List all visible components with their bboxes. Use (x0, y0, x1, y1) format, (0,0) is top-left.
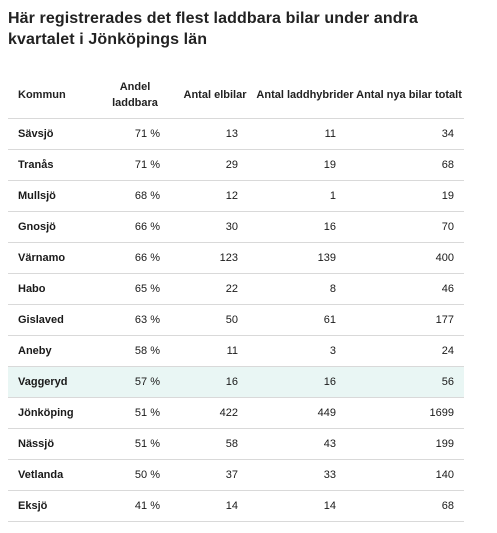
cell-laddhybrider: 449 (256, 397, 354, 429)
cell-totalt: 1699 (354, 397, 464, 429)
cell-elbilar: 422 (174, 397, 256, 429)
table-row: Nässjö 51 % 58 43 199 (8, 428, 464, 460)
header-row: Kommun Andel laddbara Antal elbilar Anta… (8, 75, 464, 119)
cell-totalt: 56 (354, 366, 464, 398)
cell-elbilar: 12 (174, 180, 256, 212)
cell-kommun: Aneby (8, 335, 96, 367)
cell-totalt: 400 (354, 242, 464, 274)
table-row: Sävsjö 71 % 13 11 34 (8, 118, 464, 150)
table-row: Gislaved 63 % 50 61 177 (8, 304, 464, 336)
cell-laddhybrider: 14 (256, 490, 354, 522)
cell-elbilar: 11 (174, 335, 256, 367)
cell-kommun: Eksjö (8, 490, 96, 522)
table-row: Habo 65 % 22 8 46 (8, 273, 464, 305)
cell-andel: 57 % (96, 366, 174, 398)
cell-kommun: Mullsjö (8, 180, 96, 212)
cell-laddhybrider: 61 (256, 304, 354, 336)
cell-elbilar: 16 (174, 366, 256, 398)
cell-andel: 65 % (96, 273, 174, 305)
cell-andel: 50 % (96, 459, 174, 491)
cell-laddhybrider: 19 (256, 149, 354, 181)
table-header: Kommun Andel laddbara Antal elbilar Anta… (8, 75, 464, 119)
column-header-totalt: Antal nya bilar totalt (354, 75, 464, 119)
table-row: Tranås 71 % 29 19 68 (8, 149, 464, 181)
cell-totalt: 34 (354, 118, 464, 150)
cell-kommun: Habo (8, 273, 96, 305)
cell-laddhybrider: 16 (256, 366, 354, 398)
cell-totalt: 24 (354, 335, 464, 367)
cell-andel: 71 % (96, 149, 174, 181)
column-header-andel: Andel laddbara (96, 75, 174, 119)
cell-kommun: Sävsjö (8, 118, 96, 150)
cell-andel: 66 % (96, 211, 174, 243)
cell-andel: 51 % (96, 397, 174, 429)
table-body: Sävsjö 71 % 13 11 34 Tranås 71 % 29 19 6… (8, 118, 464, 522)
cell-laddhybrider: 16 (256, 211, 354, 243)
cell-laddhybrider: 139 (256, 242, 354, 274)
cell-laddhybrider: 3 (256, 335, 354, 367)
cell-elbilar: 29 (174, 149, 256, 181)
cell-andel: 66 % (96, 242, 174, 274)
cell-kommun: Tranås (8, 149, 96, 181)
data-table: Kommun Andel laddbara Antal elbilar Anta… (8, 75, 464, 522)
cell-elbilar: 13 (174, 118, 256, 150)
cell-andel: 41 % (96, 490, 174, 522)
cell-elbilar: 123 (174, 242, 256, 274)
cell-totalt: 199 (354, 428, 464, 460)
cell-laddhybrider: 8 (256, 273, 354, 305)
page-title: Här registrerades det flest laddbara bil… (8, 10, 418, 48)
column-header-kommun: Kommun (8, 75, 96, 119)
page: Här registrerades det flest laddbara bil… (8, 10, 464, 522)
cell-elbilar: 58 (174, 428, 256, 460)
cell-totalt: 68 (354, 149, 464, 181)
cell-kommun: Gnosjö (8, 211, 96, 243)
cell-elbilar: 30 (174, 211, 256, 243)
cell-totalt: 68 (354, 490, 464, 522)
cell-elbilar: 14 (174, 490, 256, 522)
cell-elbilar: 22 (174, 273, 256, 305)
cell-totalt: 177 (354, 304, 464, 336)
cell-andel: 63 % (96, 304, 174, 336)
column-header-elbilar: Antal elbilar (174, 75, 256, 119)
cell-laddhybrider: 33 (256, 459, 354, 491)
cell-laddhybrider: 11 (256, 118, 354, 150)
cell-kommun: Vetlanda (8, 459, 96, 491)
cell-kommun: Nässjö (8, 428, 96, 460)
cell-andel: 68 % (96, 180, 174, 212)
cell-totalt: 140 (354, 459, 464, 491)
cell-kommun: Värnamo (8, 242, 96, 274)
table-row: Värnamo 66 % 123 139 400 (8, 242, 464, 274)
cell-elbilar: 37 (174, 459, 256, 491)
cell-totalt: 46 (354, 273, 464, 305)
cell-kommun: Gislaved (8, 304, 96, 336)
table-row: Aneby 58 % 11 3 24 (8, 335, 464, 367)
table-row: Eksjö 41 % 14 14 68 (8, 490, 464, 522)
cell-totalt: 19 (354, 180, 464, 212)
cell-kommun: Jönköping (8, 397, 96, 429)
cell-andel: 58 % (96, 335, 174, 367)
table-row-highlighted: Vaggeryd 57 % 16 16 56 (8, 366, 464, 398)
column-header-laddhybrider: Antal laddhybrider (256, 75, 354, 119)
cell-andel: 71 % (96, 118, 174, 150)
table-row: Jönköping 51 % 422 449 1699 (8, 397, 464, 429)
table-row: Vetlanda 50 % 37 33 140 (8, 459, 464, 491)
cell-andel: 51 % (96, 428, 174, 460)
cell-laddhybrider: 43 (256, 428, 354, 460)
cell-totalt: 70 (354, 211, 464, 243)
cell-elbilar: 50 (174, 304, 256, 336)
table-row: Mullsjö 68 % 12 1 19 (8, 180, 464, 212)
table-row: Gnosjö 66 % 30 16 70 (8, 211, 464, 243)
cell-laddhybrider: 1 (256, 180, 354, 212)
cell-kommun: Vaggeryd (8, 366, 96, 398)
